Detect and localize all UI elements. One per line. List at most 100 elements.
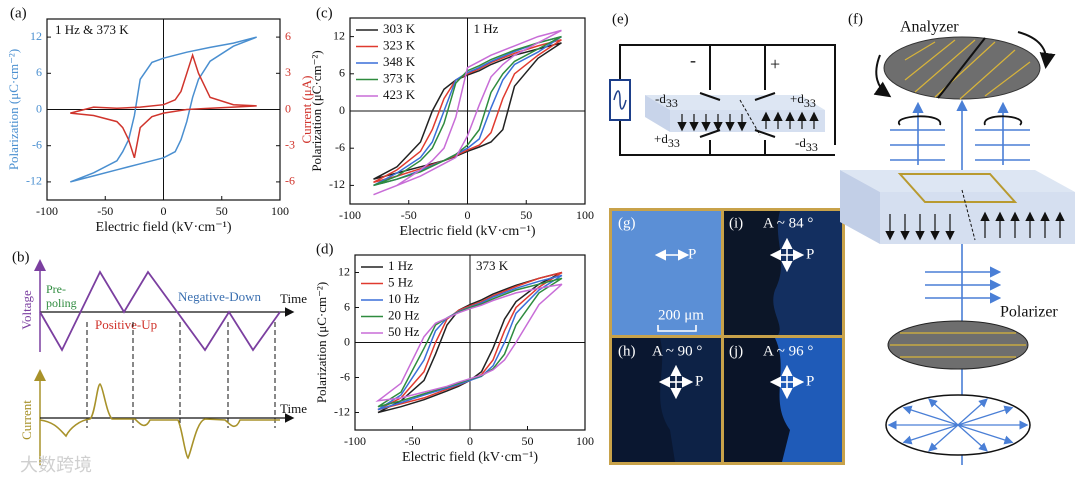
d33-sub: 33 [666, 96, 678, 110]
domain-wall-image [937, 37, 986, 99]
series-line [375, 283, 563, 402]
panel-label: (g) [618, 215, 636, 231]
x-axis-label: Electric field (kV·cm⁻¹) [96, 220, 232, 235]
d33-label: -d33 [795, 135, 818, 154]
series-line [373, 38, 562, 184]
slab-top [645, 95, 825, 110]
positive-up-label: Positive-Up [95, 317, 157, 332]
analyzer-angle: A ~ 90 ° [652, 343, 702, 359]
rotation-arrow [984, 115, 1023, 126]
image-grid: (g) (i) (h) (j) A ~ 84 ° A ~ 90 ° A ~ 96… [609, 208, 845, 465]
d33-sub: 33 [804, 96, 816, 110]
light-arrows [890, 99, 1030, 465]
scale-label: 200 μm [658, 307, 704, 323]
polarizer-label: Polarizer [1000, 304, 1058, 321]
d33-text: +d [790, 91, 804, 106]
analyzer-label: Analyzer [900, 19, 959, 36]
y-tick-label: 0 [36, 101, 42, 115]
panel-e: (e) - + -d33 +d33 +d33 -d33 [609, 11, 836, 156]
direction-arrows [654, 237, 805, 400]
time-label: Time [280, 401, 307, 416]
series-line [373, 29, 562, 196]
slab-front [880, 192, 1075, 244]
series-line [377, 277, 563, 408]
d33-sub: 33 [668, 136, 680, 150]
rotation-arrow [897, 115, 941, 126]
legend-label: 5 Hz [388, 274, 413, 289]
series-line [373, 42, 562, 180]
light-star [887, 398, 1029, 452]
x-tick-label: 100 [576, 208, 594, 222]
y-axis-label: Polarization (μC·cm⁻²) [309, 50, 324, 171]
domain-wall [739, 99, 761, 136]
x-tick-label: 100 [576, 434, 594, 448]
electrodes [699, 45, 776, 155]
rotation-arrow [873, 54, 892, 98]
minus-sign: - [690, 50, 696, 70]
d33-text: -d [795, 135, 806, 150]
rotation-arrow [1017, 31, 1056, 69]
y2-tick-label: 3 [285, 65, 291, 79]
panel-label: (j) [729, 343, 743, 359]
watermark: 大数跨境 [20, 455, 92, 475]
d33-text: -d [655, 91, 666, 106]
y-tick-label: 0 [339, 103, 345, 117]
observed-area [897, 173, 1018, 203]
y2-tick-label: -6 [285, 174, 295, 188]
slab-top [840, 170, 1075, 192]
annotation: 1 Hz & 373 K [55, 22, 129, 37]
series-line [70, 36, 257, 183]
series-line [373, 35, 562, 187]
x-tick-label: 100 [271, 204, 289, 218]
current-label: Current [19, 400, 34, 440]
domain-wall [961, 189, 976, 241]
pre-poling-label: poling [46, 296, 77, 310]
panel-label: (h) [618, 343, 636, 359]
series-line [377, 274, 563, 411]
plus-sign: + [770, 54, 780, 74]
panel-label: (d) [316, 241, 334, 257]
d33-text: +d [654, 131, 668, 146]
legend-label: 323 K [383, 37, 416, 52]
y-tick-label: -12 [329, 177, 345, 191]
analyzer-angle: A ~ 96 ° [763, 343, 813, 359]
panel-f: (f) Analyzer Polarizer [840, 11, 1075, 465]
x-tick-label: 0 [161, 204, 167, 218]
y-tick-label: 12 [30, 29, 42, 43]
legend-label: 303 K [383, 21, 416, 36]
annotation: 373 K [476, 258, 509, 273]
legend-label: 1 Hz [388, 258, 413, 273]
x-tick-label: 50 [216, 204, 228, 218]
y-tick-label: -12 [26, 174, 42, 188]
annotation: 1 Hz [474, 21, 499, 36]
slab-side [840, 170, 880, 244]
legend-label: 423 K [383, 87, 416, 102]
domain-arrows [677, 111, 819, 132]
panel-label: (b) [12, 249, 30, 265]
y-tick-label: 12 [333, 28, 345, 42]
d33-sub: 33 [806, 140, 818, 154]
d33-label: +d33 [790, 91, 816, 110]
d33-label: +d33 [654, 131, 680, 150]
polarization-label: P [688, 246, 696, 262]
legend-label: 373 K [383, 70, 416, 85]
legend-label: 10 Hz [388, 291, 420, 306]
x-tick-label: -50 [401, 208, 417, 222]
y-tick-label: 6 [339, 66, 345, 80]
x-tick-label: -50 [405, 434, 421, 448]
y2-axis-label: Current (μA) [299, 76, 314, 144]
y-tick-label: 0 [344, 334, 350, 348]
y-tick-label: 6 [344, 299, 350, 313]
y2-tick-label: 6 [285, 29, 291, 43]
x-tick-label: 50 [522, 434, 534, 448]
y-tick-label: -6 [340, 369, 350, 383]
legend-label: 50 Hz [388, 324, 420, 339]
y-tick-label: -12 [334, 404, 350, 418]
current-wave [39, 383, 280, 460]
polarization-label: P [806, 373, 814, 389]
polarizer-lines [890, 332, 1026, 358]
panel-label: (e) [612, 11, 629, 27]
domain-arrows [885, 211, 1065, 241]
x-tick-label: 0 [467, 434, 473, 448]
